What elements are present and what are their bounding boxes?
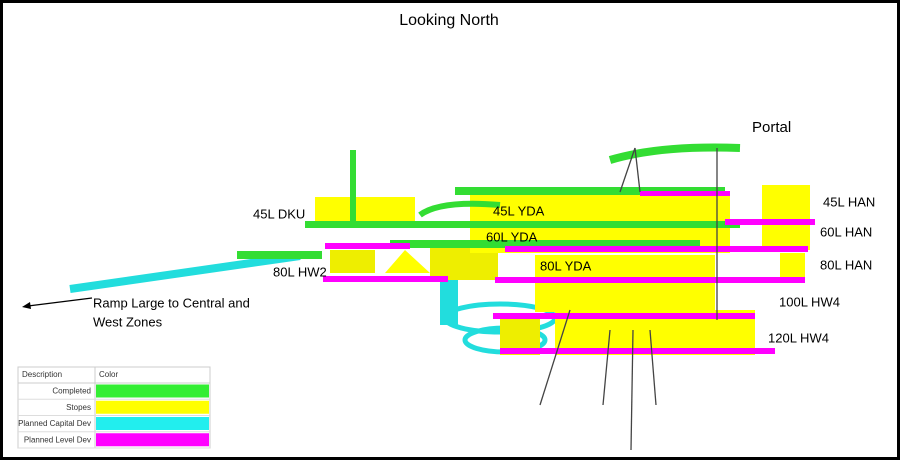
level-dev xyxy=(325,243,410,249)
legend-label: Planned Level Dev xyxy=(24,435,91,444)
completed xyxy=(390,240,700,248)
label: 80L HW2 xyxy=(273,264,327,279)
note: Ramp Large to Central and xyxy=(93,295,250,310)
stope xyxy=(330,250,375,273)
label: 120L HW4 xyxy=(768,330,829,345)
legend-swatch xyxy=(96,384,209,398)
arrow xyxy=(27,297,93,307)
completed xyxy=(418,200,501,218)
stope xyxy=(315,197,415,225)
mine-model xyxy=(22,143,815,451)
completed xyxy=(305,221,740,228)
stope xyxy=(780,253,805,281)
legend-header: Color xyxy=(99,370,118,379)
legend-header: Description xyxy=(22,370,62,379)
legend-swatch xyxy=(96,433,209,447)
level-dev xyxy=(495,277,805,283)
stope xyxy=(535,255,715,312)
legend-swatch xyxy=(96,417,209,430)
note: West Zones xyxy=(93,314,163,329)
label: Portal xyxy=(752,119,791,136)
title: Looking North xyxy=(399,12,499,29)
legend-swatch xyxy=(96,400,209,414)
label: 80L YDA xyxy=(540,258,592,273)
level-dev xyxy=(725,219,815,225)
label: 60L YDA xyxy=(486,229,538,244)
stope xyxy=(762,185,810,250)
completed xyxy=(237,251,322,259)
level-dev xyxy=(493,313,755,319)
label: 45L YDA xyxy=(493,203,545,218)
label: 45L DKU xyxy=(253,206,305,221)
legend-label: Stopes xyxy=(66,403,91,412)
completed xyxy=(608,143,741,164)
label: 100L HW4 xyxy=(779,294,840,309)
legend: Description Color Completed Stopes Planned… xyxy=(17,366,211,449)
label: 45L HAN xyxy=(823,194,875,209)
label: 80L HAN xyxy=(820,257,872,272)
legend-label: Planned Capital Dev xyxy=(18,419,91,428)
level-dev xyxy=(505,246,808,252)
ramp xyxy=(69,252,301,293)
level-dev xyxy=(640,191,730,196)
ramp-segment xyxy=(440,280,458,325)
level-dev xyxy=(500,348,775,354)
completed xyxy=(350,150,356,225)
arrowhead xyxy=(22,302,31,309)
legend-label: Completed xyxy=(52,387,91,396)
label: 60L HAN xyxy=(820,224,872,239)
stope xyxy=(385,250,430,273)
completed xyxy=(455,187,725,195)
level-dev xyxy=(323,276,448,282)
